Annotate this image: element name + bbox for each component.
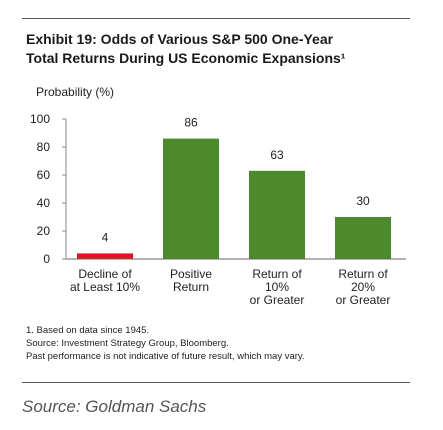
x-tick-label: 20% <box>351 280 375 294</box>
y-tick-label: 60 <box>37 168 51 182</box>
x-tick-label: Decline of <box>78 267 132 281</box>
x-tick-label: Positive <box>170 267 212 281</box>
footnote: Past performance is not indicative of fu… <box>26 351 305 362</box>
bar <box>249 170 305 259</box>
footnote: 1. Based on data since 1945. <box>26 325 149 336</box>
value-label: 30 <box>356 194 370 208</box>
x-tick-label: 10% <box>265 280 289 294</box>
y-tick-label: 100 <box>30 112 50 126</box>
value-label: 86 <box>184 116 198 130</box>
value-label: 63 <box>270 148 284 162</box>
x-tick-label: Return of <box>338 267 388 281</box>
chart-title: Total Returns During US Economic Expansi… <box>26 50 346 66</box>
x-tick-label: or Greater <box>336 293 391 307</box>
value-label: 4 <box>102 230 109 244</box>
bar <box>77 253 133 259</box>
x-tick-label: Return of <box>252 267 302 281</box>
y-tick-label: 20 <box>37 224 51 238</box>
y-tick-label: 80 <box>37 140 51 154</box>
y-tick-label: 40 <box>37 196 51 210</box>
x-tick-label: Return <box>173 280 209 294</box>
caption: Source: Goldman Sachs <box>22 397 207 416</box>
footnote: Source: Investment Strategy Group, Bloom… <box>26 338 229 349</box>
x-tick-label: at Least 10% <box>70 280 140 294</box>
bar <box>335 217 391 259</box>
y-tick-label: 0 <box>43 252 50 266</box>
chart-title: Exhibit 19: Odds of Various S&P 500 One-… <box>26 31 334 47</box>
y-axis-label: Probability (%) <box>36 85 114 99</box>
x-tick-label: or Greater <box>250 293 305 307</box>
bar <box>163 138 219 259</box>
